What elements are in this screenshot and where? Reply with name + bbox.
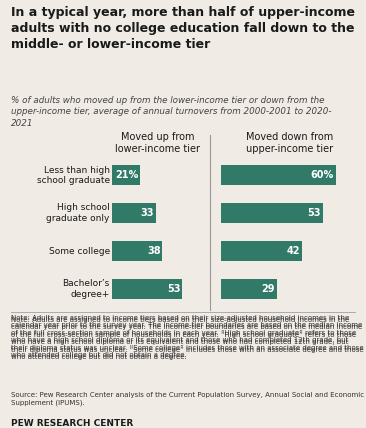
Text: 38: 38 <box>147 246 161 256</box>
Text: High school
graduate only: High school graduate only <box>46 203 110 223</box>
Text: 60%: 60% <box>311 170 334 180</box>
Text: 29: 29 <box>261 284 275 294</box>
Text: 42: 42 <box>286 246 300 256</box>
Text: 21%: 21% <box>115 170 138 180</box>
Text: 53: 53 <box>168 284 181 294</box>
Text: Note: Adults are assigned to income tiers based on their size-adjusted household: Note: Adults are assigned to income tier… <box>11 317 363 360</box>
Text: Bachelor’s
degree+: Bachelor’s degree+ <box>63 279 110 299</box>
Bar <box>112 165 139 185</box>
Text: Note: Adults are assigned to income tiers based on their size-adjusted household: Note: Adults are assigned to income tier… <box>11 315 363 358</box>
Bar <box>112 279 182 299</box>
Text: % of adults who moved up from the lower-income tier or down from the
upper-incom: % of adults who moved up from the lower-… <box>11 96 332 128</box>
Bar <box>112 203 156 223</box>
Text: Less than high
school graduate: Less than high school graduate <box>37 166 110 185</box>
Text: 53: 53 <box>307 208 321 218</box>
Bar <box>221 279 277 299</box>
Text: 33: 33 <box>141 208 154 218</box>
Text: In a typical year, more than half of upper-income
adults with no college educati: In a typical year, more than half of upp… <box>11 6 355 51</box>
Text: Some college: Some college <box>49 247 110 256</box>
Text: Moved up from
lower-income tier: Moved up from lower-income tier <box>115 132 200 154</box>
Text: PEW RESEARCH CENTER: PEW RESEARCH CENTER <box>11 419 133 428</box>
Text: Moved down from
upper-income tier: Moved down from upper-income tier <box>246 132 333 154</box>
Text: Source: Pew Research Center analysis of the Current Population Survey, Annual So: Source: Pew Research Center analysis of … <box>11 392 364 407</box>
Bar <box>112 241 162 261</box>
Bar <box>221 165 336 185</box>
Bar <box>221 203 322 223</box>
Bar <box>221 241 302 261</box>
